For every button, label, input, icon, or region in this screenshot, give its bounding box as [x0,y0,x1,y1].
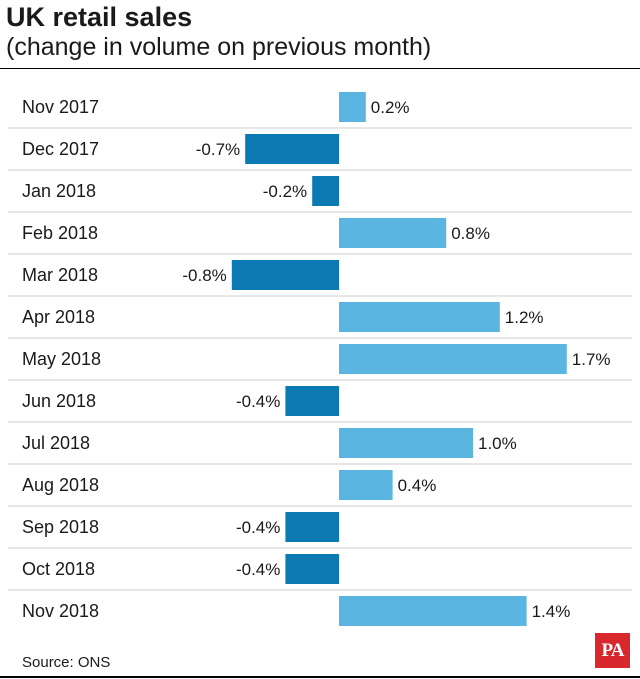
bar [285,386,339,416]
category-label: Dec 2017 [22,139,99,159]
category-label: Feb 2018 [22,223,98,243]
bar [285,554,339,584]
category-label: Nov 2017 [22,97,99,117]
value-label: -0.4% [236,518,280,537]
value-label: 1.2% [505,308,544,327]
category-label: Nov 2018 [22,601,99,621]
category-label: May 2018 [22,349,101,369]
value-label: -0.4% [236,392,280,411]
category-label: Sep 2018 [22,517,99,537]
bottom-rule [0,676,640,678]
category-label: Jun 2018 [22,391,96,411]
bar [285,512,339,542]
chart-title: UK retail sales [6,2,193,32]
pa-logo: PA [595,633,630,668]
bar [339,596,527,626]
category-label: Apr 2018 [22,307,95,327]
value-label: 0.8% [451,224,490,243]
value-label: -0.2% [263,182,307,201]
category-label: Oct 2018 [22,559,95,579]
chart-subtitle: (change in volume on previous month) [6,33,432,61]
bar [312,176,339,206]
value-label: 0.4% [398,476,437,495]
value-label: 1.4% [532,602,571,621]
source-note: Source: ONS [22,654,111,671]
top-rule [0,68,640,69]
value-label: -0.4% [236,560,280,579]
bar [339,344,567,374]
value-label: -0.8% [182,266,226,285]
bar [245,134,339,164]
bar [231,260,339,290]
category-label: Mar 2018 [22,265,98,285]
category-label: Jan 2018 [22,181,96,201]
bar [339,470,393,500]
bar [339,302,500,332]
value-label: 1.0% [478,434,517,453]
bar [339,218,447,248]
value-label: 1.7% [572,350,611,369]
bar [339,92,366,122]
value-label: -0.7% [196,140,240,159]
category-label: Aug 2018 [22,475,99,495]
bar-chart: Nov 2017 0.2% Dec 2017 -0.7% Jan 2018 -0.2% Fe… [8,92,632,626]
category-label: Jul 2018 [22,433,90,453]
bar [339,428,473,458]
value-label: 0.2% [371,98,410,117]
